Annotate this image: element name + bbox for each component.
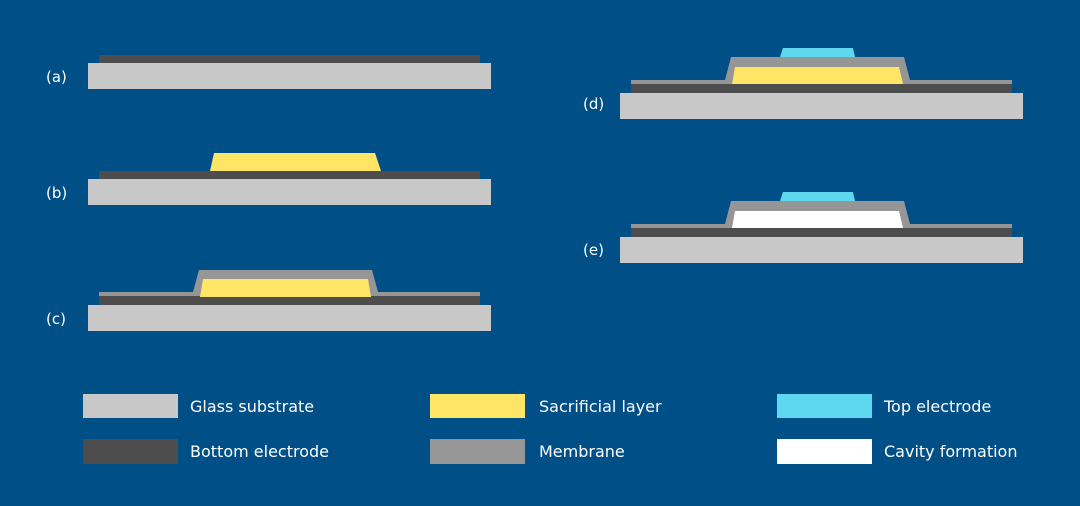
bottom-electrode [99,296,480,305]
step-e: (e) [583,192,1023,263]
step-b: (b) [46,153,491,205]
cavity [732,211,903,228]
step-a: (a) [46,55,491,89]
legend-swatch-glass-substrate [83,394,178,418]
sacrificial-layer [732,67,903,84]
top-electrode [780,192,855,201]
sacrificial-layer [210,153,381,171]
step-c: (c) [46,270,491,331]
legend-swatch-membrane [430,439,525,464]
glass-substrate [88,179,491,205]
bottom-electrode [631,228,1012,237]
legend: Glass substrate Bottom electrode Sacrifi… [83,394,1017,464]
legend-label-cavity-formation: Cavity formation [884,442,1017,461]
legend-label-sacrificial-layer: Sacrificial layer [539,397,662,416]
step-label-e: (e) [583,241,604,259]
glass-substrate [620,237,1023,263]
top-electrode [780,48,855,57]
glass-substrate [88,63,491,89]
bottom-electrode [631,84,1012,93]
bottom-electrode [99,55,480,63]
legend-swatch-top-electrode [777,394,872,418]
sacrificial-layer [200,279,371,297]
step-label-b: (b) [46,184,67,202]
legend-swatch-cavity-formation [777,439,872,464]
legend-swatch-sacrificial-layer [430,394,525,418]
bottom-electrode [99,171,480,179]
legend-label-membrane: Membrane [539,442,625,461]
step-label-d: (d) [583,95,604,113]
step-d: (d) [583,48,1023,119]
legend-label-top-electrode: Top electrode [883,397,991,416]
legend-label-bottom-electrode: Bottom electrode [190,442,329,461]
step-label-a: (a) [46,68,67,86]
legend-swatch-bottom-electrode [83,439,178,464]
legend-label-glass-substrate: Glass substrate [190,397,314,416]
step-label-c: (c) [46,310,66,328]
glass-substrate [620,93,1023,119]
glass-substrate [88,305,491,331]
